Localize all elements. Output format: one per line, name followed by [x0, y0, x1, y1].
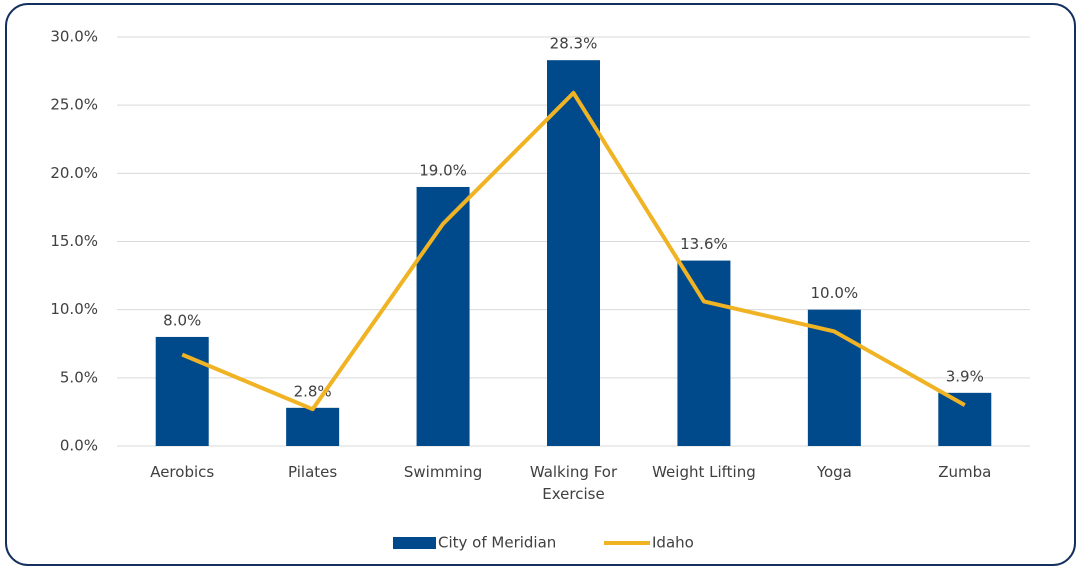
data-label: 8.0%	[163, 311, 201, 329]
bar	[938, 392, 992, 446]
y-tick-label: 25.0%	[50, 96, 98, 114]
data-label: 19.0%	[419, 161, 467, 179]
legend-swatch	[393, 537, 436, 549]
line	[181, 90, 966, 412]
legend-label: City of Meridian	[438, 534, 556, 552]
y-tick-label: 30.0%	[50, 28, 98, 46]
y-tick-label: 20.0%	[50, 164, 98, 182]
legend-label: Idaho	[652, 534, 694, 552]
bar	[286, 407, 340, 446]
x-tick-label: Zumba	[938, 463, 992, 481]
data-label: 13.6%	[680, 235, 728, 253]
chart-border	[5, 3, 1076, 566]
x-tick-label: Swimming	[403, 463, 483, 481]
y-tick-label: 5.0%	[60, 368, 98, 386]
data-label: 10.0%	[811, 284, 859, 302]
bar	[416, 186, 470, 446]
x-tick-label: Weight Lifting	[652, 463, 756, 481]
y-tick-label: 0.0%	[60, 437, 98, 455]
x-tick-label: Aerobics	[150, 463, 215, 481]
bar	[547, 60, 600, 446]
y-tick-label: 15.0%	[50, 232, 98, 250]
x-tick-label: Walking For Exercise	[529, 463, 618, 503]
bar	[677, 260, 731, 446]
bar	[155, 336, 209, 446]
data-label: 3.9%	[946, 367, 984, 385]
x-tick-label: Pilates	[288, 463, 338, 481]
y-tick-label: 10.0%	[50, 300, 98, 318]
x-tick-label: Yoga	[816, 463, 852, 481]
data-label: 28.3%	[550, 35, 598, 53]
